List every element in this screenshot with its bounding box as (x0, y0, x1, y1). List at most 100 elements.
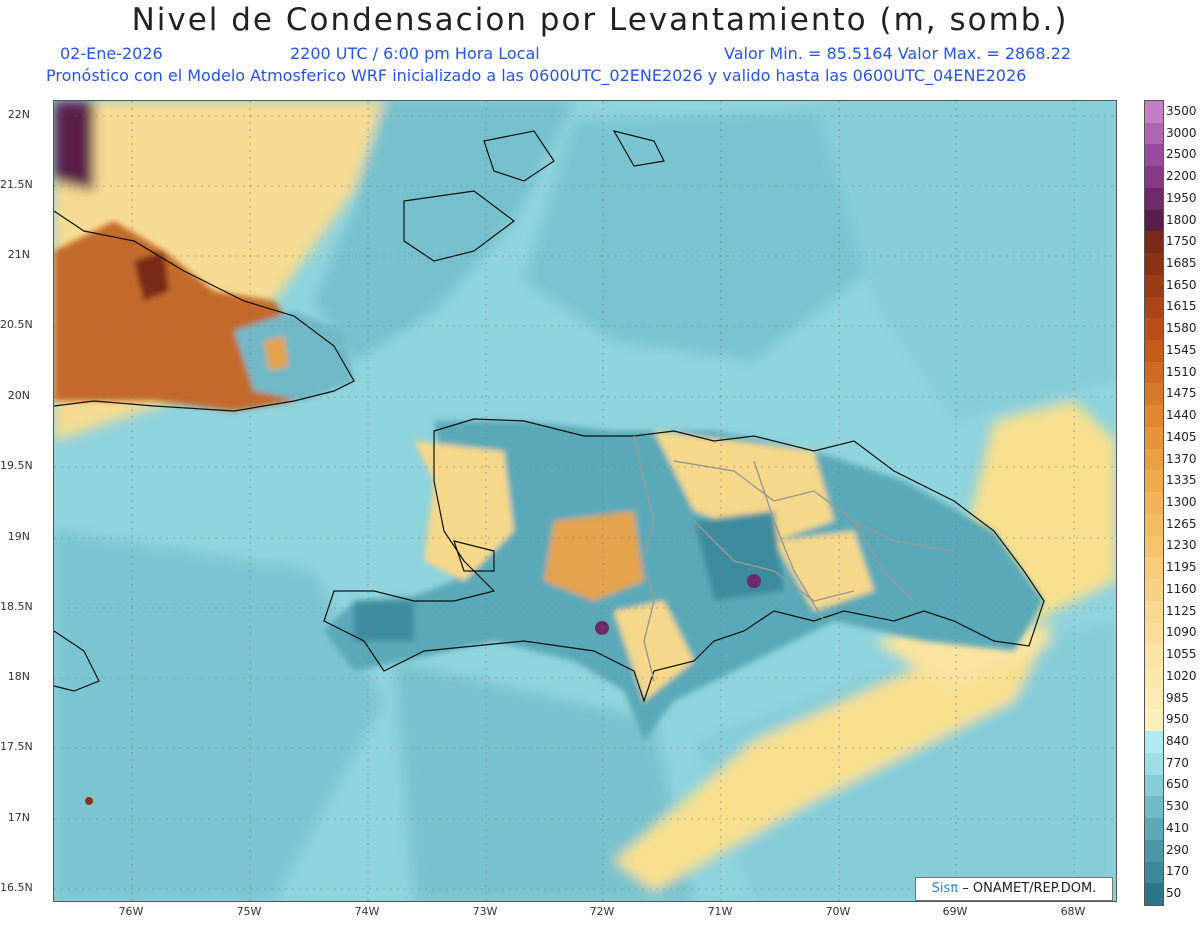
colorbar-label: 1335 (1166, 473, 1197, 488)
colorbar-segment (1145, 731, 1163, 754)
credit-text: – ONAMET/REP.DOM. (962, 881, 1097, 896)
lat-label: 18.5N (0, 600, 33, 613)
colorbar-label: 1195 (1166, 560, 1197, 575)
colorbar-label: 1800 (1166, 212, 1197, 227)
lat-label: 21N (7, 248, 30, 261)
colorbar-label: 770 (1166, 755, 1189, 770)
colorbar-label: 950 (1166, 712, 1189, 727)
graticule (54, 101, 1116, 901)
colorbar-label: 290 (1166, 842, 1189, 857)
colorbar-segment (1145, 187, 1163, 211)
colorbar-segment (1145, 340, 1163, 363)
colorbar-label: 530 (1166, 799, 1189, 814)
colorbar-segment (1145, 752, 1163, 776)
lat-label: 18N (7, 670, 30, 683)
colorbar-label: 1510 (1166, 364, 1197, 379)
colorbar-segment (1145, 665, 1163, 689)
colorbar-segment (1145, 144, 1163, 167)
lcl-field-map (54, 101, 1116, 901)
lat-label: 17.5N (0, 740, 33, 753)
lon-label: 71W (707, 905, 733, 918)
colorbar-label: 1615 (1166, 299, 1197, 314)
colorbar-segment (1145, 405, 1163, 428)
lat-label: 16.5N (0, 881, 33, 894)
lon-label: 75W (236, 905, 262, 918)
lat-label: 19.5N (0, 459, 33, 472)
colorbar-segment (1145, 318, 1163, 341)
colorbar-segment (1145, 470, 1163, 493)
colorbar-label: 1950 (1166, 190, 1197, 205)
colorbar-segment (1145, 883, 1163, 906)
lat-label: 20N (7, 389, 30, 402)
colorbar-label: 170 (1166, 864, 1189, 879)
colorbar-segment (1145, 101, 1163, 124)
colorbar-label: 1300 (1166, 495, 1197, 509)
coastlines (54, 130, 1045, 703)
colorbar-label: 985 (1166, 690, 1189, 705)
colorbar-label: 1265 (1166, 516, 1197, 531)
lon-label: 69W (942, 905, 968, 918)
map-title: Nivel de Condensacion por Levantamiento … (131, 2, 1069, 38)
purple-hotspots (85, 574, 761, 805)
colorbar-segment (1145, 796, 1163, 819)
colorbar-label: 50 (1166, 886, 1182, 901)
colorbar-segment (1145, 839, 1163, 863)
colorbar-segment (1145, 774, 1163, 797)
colorbar-label: 410 (1166, 820, 1189, 835)
min-max-values: Valor Min. = 85.5164 Valor Max. = 2868.2… (724, 44, 1072, 63)
colorbar-label: 1055 (1166, 647, 1197, 662)
colorbar-label: 1545 (1166, 342, 1197, 357)
colorbar-label: 1090 (1166, 625, 1197, 640)
lat-label: 17N (7, 811, 30, 824)
lon-label: 70W (825, 905, 851, 918)
lon-label: 72W (589, 905, 615, 918)
colorbar-segment (1145, 231, 1163, 254)
colorbar-segment (1145, 622, 1163, 645)
colorbar-label: 2500 (1166, 147, 1197, 162)
lon-label: 76W (118, 905, 144, 918)
lat-label: 22N (7, 108, 30, 121)
model-description: Pronóstico con el Modelo Atmosferico WRF… (46, 66, 1027, 85)
forecast-time: 2200 UTC / 6:00 pm Hora Local (290, 44, 540, 63)
colorbar-label: 2200 (1166, 169, 1197, 184)
colorbar-segment (1145, 274, 1163, 298)
credit-box: Sisπ – ONAMET/REP.DOM. (915, 877, 1113, 901)
lon-label: 73W (472, 905, 498, 918)
lat-label: 21.5N (0, 178, 33, 191)
colorbar-label: 1020 (1166, 668, 1197, 683)
colorbar-segment (1145, 535, 1163, 558)
colorbar-label: 3000 (1166, 125, 1197, 140)
colorbar-segment (1145, 166, 1163, 189)
colorbar-label: 1440 (1166, 408, 1197, 423)
colorbar-label: 1750 (1166, 234, 1197, 249)
colorbar-segment (1145, 579, 1163, 602)
forecast-date: 02-Ene-2026 (60, 44, 163, 63)
colorbar-label: 1125 (1166, 603, 1197, 618)
colorbar-label: 1580 (1166, 321, 1197, 336)
lat-label: 20.5N (0, 318, 33, 331)
colorbar-segment (1145, 426, 1163, 450)
colorbar-segment (1145, 557, 1163, 580)
colorbar-segment (1145, 253, 1163, 276)
colorbar-segment (1145, 209, 1163, 232)
sis-logo-text: Sisπ (931, 881, 959, 896)
colorbar-segment (1145, 122, 1163, 145)
lon-label: 74W (354, 905, 380, 918)
colorbar-segment (1145, 687, 1163, 710)
colorbar-label: 840 (1166, 734, 1189, 749)
colorbar-segment (1145, 296, 1163, 319)
lat-label: 19N (7, 530, 30, 543)
colorbar-segment (1145, 492, 1163, 515)
colorbar-segment (1145, 361, 1163, 384)
colorbar-label: 1685 (1166, 255, 1197, 270)
ocean-shading (54, 101, 1116, 901)
colorbar-label: 1405 (1166, 429, 1197, 444)
colorbar-segment (1145, 861, 1163, 884)
hispaniola-land-shading (324, 421, 1044, 741)
colorbar-label: 1230 (1166, 538, 1197, 553)
colorbar-label: 650 (1166, 777, 1189, 792)
provincial-borders (633, 435, 955, 682)
colorbar (1144, 100, 1164, 906)
colorbar-label: 3500 (1166, 103, 1197, 118)
colorbar-label: 1650 (1166, 277, 1197, 292)
